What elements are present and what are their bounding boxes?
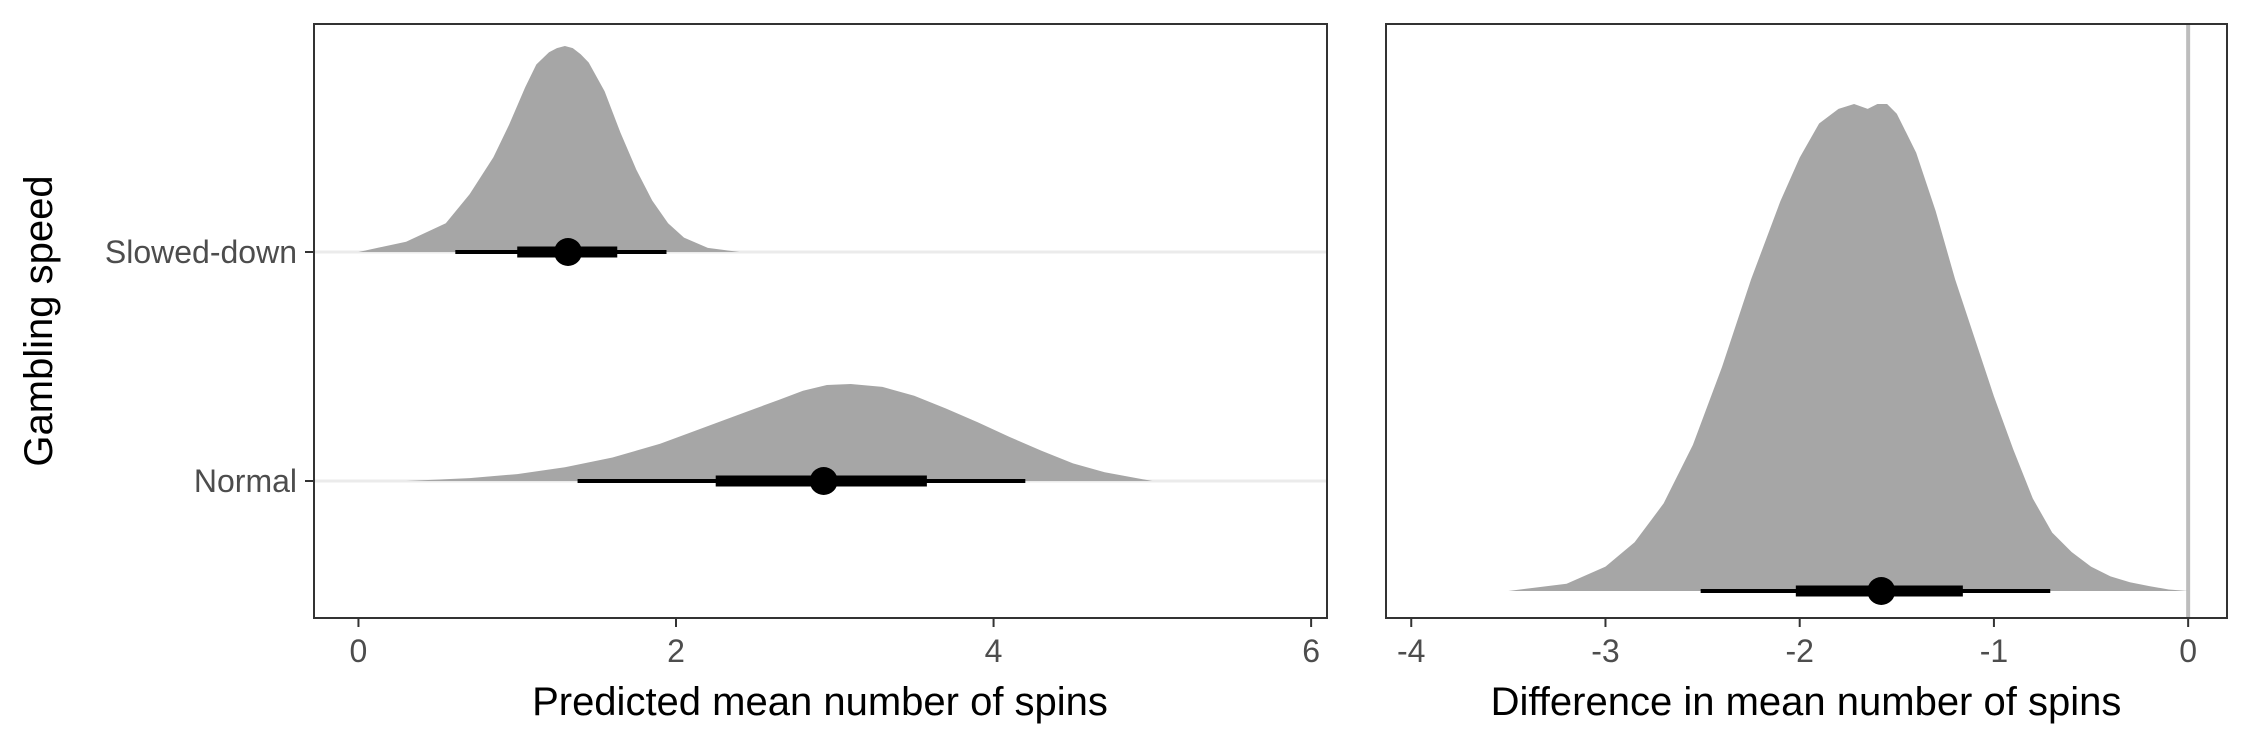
normal-point-estimate <box>809 467 838 495</box>
density-difference <box>1508 104 2189 591</box>
x-tick-label: 0 <box>2179 633 2197 669</box>
x-tick-label: -3 <box>1591 633 1619 669</box>
x-tick-label: 4 <box>985 633 1003 669</box>
x-tick-label: 6 <box>1302 633 1320 669</box>
slowed-down-point-estimate <box>554 238 583 266</box>
left-panel-border <box>313 23 1328 619</box>
right-panel-border <box>1385 23 2228 619</box>
density-normal <box>406 384 1153 481</box>
y-tick-label: Normal <box>194 463 297 499</box>
left-x-axis-title: Predicted mean number of spins <box>532 680 1108 724</box>
density-slowed-down <box>358 46 740 252</box>
x-tick-label: 2 <box>667 633 685 669</box>
left-densities <box>358 46 1153 481</box>
left-x-axis: 0 2 4 6 <box>350 618 1320 669</box>
y-tick-label: Slowed-down <box>105 234 297 270</box>
left-panel-background <box>314 24 1327 618</box>
right-intervals <box>1700 577 2051 605</box>
left-panel: 0 2 4 6 Slowed-down Normal Predicted mean nu… <box>17 23 1328 724</box>
x-tick-label: -2 <box>1785 633 1813 669</box>
left-intervals <box>455 238 1026 495</box>
right-panel: -4 -3 -2 -1 0 Difference in mean number of s… <box>1385 23 2228 724</box>
difference-point-estimate <box>1867 577 1896 605</box>
x-tick-label: -1 <box>1980 633 2008 669</box>
left-y-axis-title: Gambling speed <box>17 175 61 466</box>
left-y-axis: Slowed-down Normal <box>105 234 314 499</box>
right-densities <box>1508 104 2189 591</box>
right-x-axis: -4 -3 -2 -1 0 <box>1397 618 2197 669</box>
x-tick-label: 0 <box>350 633 368 669</box>
x-tick-label: -4 <box>1397 633 1425 669</box>
right-x-axis-title: Difference in mean number of spins <box>1491 680 2122 724</box>
